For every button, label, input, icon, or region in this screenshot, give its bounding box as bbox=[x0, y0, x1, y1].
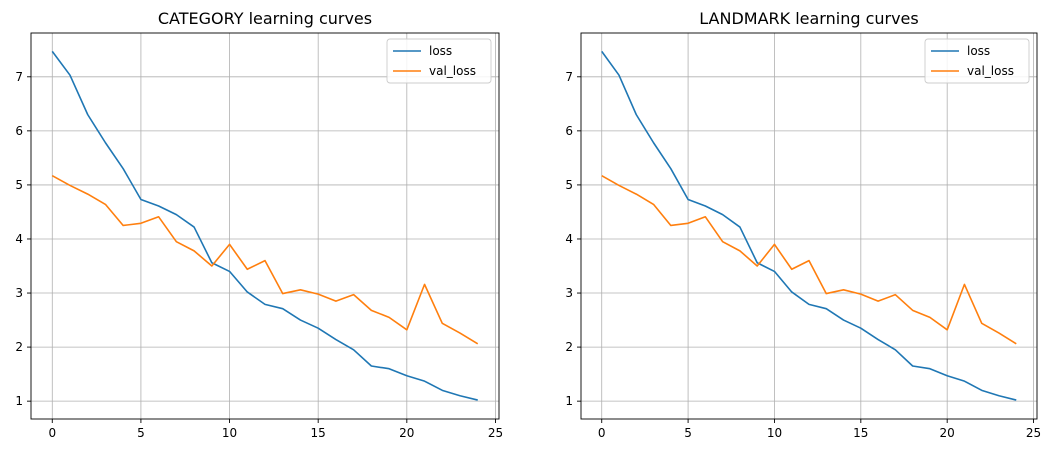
x-tick-label: 5 bbox=[137, 426, 145, 440]
legend-label-val_loss: val_loss bbox=[429, 64, 476, 78]
y-tick-label: 6 bbox=[565, 124, 573, 138]
y-tick-label: 4 bbox=[565, 232, 573, 246]
legend-label-loss: loss bbox=[967, 44, 990, 58]
y-tick-label: 2 bbox=[15, 340, 23, 354]
x-tick-label: 15 bbox=[853, 426, 868, 440]
y-tick-label: 5 bbox=[15, 178, 23, 192]
legend-label-val_loss: val_loss bbox=[967, 64, 1014, 78]
chart-title: CATEGORY learning curves bbox=[158, 9, 372, 28]
legend-label-loss: loss bbox=[429, 44, 452, 58]
series-line-val_loss bbox=[51, 175, 479, 345]
y-tick-label: 1 bbox=[15, 394, 23, 408]
chart-panel-1: 0 5 10 15 20 25 1 2 3 4 5 6 7 CATEGORY learning curve… bbox=[15, 9, 503, 440]
x-tick-label: 0 bbox=[48, 426, 56, 440]
series-line-loss bbox=[51, 50, 478, 401]
legend: loss val_loss bbox=[386, 38, 492, 84]
x-tick-label: 20 bbox=[399, 426, 414, 440]
plot-frame bbox=[30, 32, 500, 420]
chart-title: LANDMARK learning curves bbox=[699, 9, 918, 28]
y-tick-label: 4 bbox=[15, 232, 23, 246]
chart-panel-2: 0 5 10 15 20 25 1 2 3 4 5 6 7 LANDMARK learning curve… bbox=[565, 9, 1041, 440]
y-tick-label: 7 bbox=[15, 70, 23, 84]
plot-frame bbox=[580, 32, 1038, 420]
y-tick-label: 3 bbox=[15, 286, 23, 300]
x-tick-label: 0 bbox=[598, 426, 606, 440]
x-tick-label: 5 bbox=[684, 426, 692, 440]
x-tick-label: 10 bbox=[767, 426, 782, 440]
series-line-loss bbox=[601, 50, 1017, 401]
series-line-val_loss bbox=[601, 175, 1017, 345]
y-tick-label: 2 bbox=[565, 340, 573, 354]
y-tick-label: 7 bbox=[565, 70, 573, 84]
x-tick-label: 10 bbox=[222, 426, 237, 440]
legend-box bbox=[924, 38, 1030, 84]
x-tick-label: 20 bbox=[940, 426, 955, 440]
x-tick-label: 25 bbox=[488, 426, 503, 440]
x-tick-label: 15 bbox=[311, 426, 326, 440]
y-tick-label: 6 bbox=[15, 124, 23, 138]
legend-box bbox=[386, 38, 492, 84]
x-tick-label: 25 bbox=[1026, 426, 1041, 440]
y-tick-label: 1 bbox=[565, 394, 573, 408]
legend: loss val_loss bbox=[924, 38, 1030, 84]
y-tick-label: 3 bbox=[565, 286, 573, 300]
y-tick-label: 5 bbox=[565, 178, 573, 192]
